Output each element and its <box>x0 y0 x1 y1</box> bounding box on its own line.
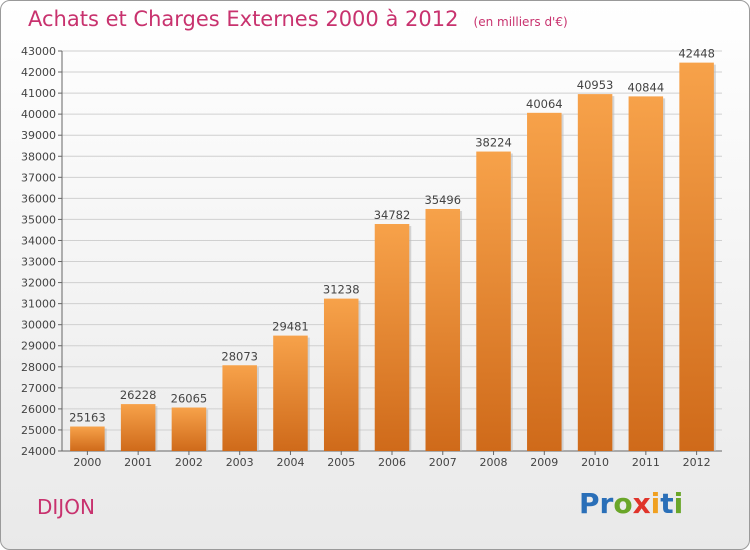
bar-value-label: 34782 <box>374 208 411 222</box>
bar-2009 <box>527 112 562 452</box>
bar-value-label: 26065 <box>171 392 208 406</box>
bar-value-label: 40064 <box>526 97 563 111</box>
logo-letter: r <box>599 487 614 520</box>
x-tick-label: 2000 <box>73 456 101 469</box>
logo-letter: i <box>673 487 684 520</box>
bar-2005 <box>323 298 359 451</box>
y-tick-label: 25000 <box>21 424 56 437</box>
x-tick-label: 2008 <box>480 456 508 469</box>
y-tick-label: 34000 <box>21 234 56 247</box>
bar-value-label: 40953 <box>577 78 614 92</box>
y-tick-label: 24000 <box>21 445 56 458</box>
bar-2010 <box>577 94 613 452</box>
bar-2002 <box>171 407 207 451</box>
y-tick-label: 30000 <box>21 319 56 332</box>
axes: 24000 25000 26000 27000 28000 29000 30000 31000… <box>21 45 722 469</box>
bar-value-label: 40844 <box>628 80 665 94</box>
x-tick-label: 2010 <box>581 456 609 469</box>
y-tick-label: 40000 <box>21 108 56 121</box>
y-tick-label: 27000 <box>21 382 56 395</box>
bar-2000 <box>70 426 105 451</box>
bar-value-label: 35496 <box>424 193 461 207</box>
bar-2004 <box>273 335 308 451</box>
bar-2012 <box>679 62 714 451</box>
bar-2008 <box>476 151 511 451</box>
bar-value-label: 26228 <box>120 388 157 402</box>
logo-letter: t <box>660 487 674 520</box>
y-tick-label: 32000 <box>21 277 56 290</box>
x-tick-label: 2012 <box>683 456 711 469</box>
labels: 25163 26228 26065 28073 29481 31238 34782 35496… <box>69 47 715 425</box>
x-tick-label: 2006 <box>378 456 406 469</box>
logo-letter: i <box>650 487 661 520</box>
x-tick-label: 2011 <box>632 456 660 469</box>
x-tick-label: 2009 <box>530 456 558 469</box>
logo-letter: P <box>579 487 600 520</box>
x-tick-label: 2005 <box>327 456 355 469</box>
y-tick-label: 41000 <box>21 87 56 100</box>
y-tick-label: 35000 <box>21 213 56 226</box>
x-tick-label: 2004 <box>276 456 304 469</box>
bar-value-label: 38224 <box>475 136 512 150</box>
bar-2006 <box>374 224 410 451</box>
bar-2007 <box>425 208 461 451</box>
y-tick-label: 33000 <box>21 256 56 269</box>
y-tick-label: 31000 <box>21 298 56 311</box>
x-tick-label: 2002 <box>175 456 203 469</box>
chart-subtitle: (en milliers d'€) <box>473 15 568 29</box>
bar-2011 <box>628 96 664 452</box>
bar-2001 <box>120 404 156 451</box>
bars <box>70 62 716 452</box>
title-row: Achats et Charges Externes 2000 à 2012 (… <box>28 7 568 31</box>
y-tick-label: 37000 <box>21 171 56 184</box>
y-tick-label: 29000 <box>21 340 56 353</box>
logo-letter: o <box>613 487 633 520</box>
x-tick-label: 2007 <box>429 456 457 469</box>
bar-2003 <box>222 365 257 451</box>
bar-value-label: 42448 <box>678 47 715 61</box>
bar-value-label: 29481 <box>272 320 309 334</box>
y-tick-label: 28000 <box>21 361 56 374</box>
proxiti-logo[interactable]: Proxiti <box>579 487 683 520</box>
bar-value-label: 31238 <box>323 283 360 297</box>
bar-value-label: 25163 <box>69 411 106 425</box>
city-name: DIJON <box>37 495 95 519</box>
y-tick-label: 39000 <box>21 129 56 142</box>
x-tick-label: 2001 <box>124 456 152 469</box>
y-tick-label: 36000 <box>21 192 56 205</box>
x-tick-label: 2003 <box>226 456 254 469</box>
logo-letter: x <box>632 487 651 520</box>
y-tick-label: 26000 <box>21 403 56 416</box>
y-tick-label: 42000 <box>21 66 56 79</box>
y-tick-label: 38000 <box>21 150 56 163</box>
chart-title: Achats et Charges Externes 2000 à 2012 <box>28 7 459 31</box>
y-tick-label: 43000 <box>21 45 56 58</box>
bar-value-label: 28073 <box>221 349 258 363</box>
